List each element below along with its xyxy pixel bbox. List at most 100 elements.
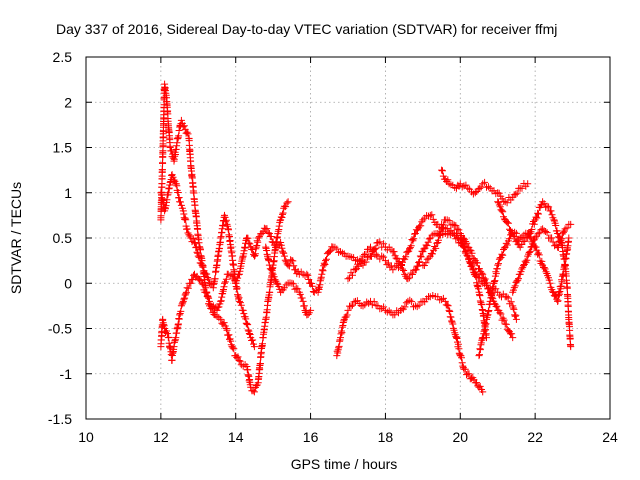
y-tick-label: 1.5 xyxy=(53,140,73,156)
data-point xyxy=(203,288,211,296)
data-point xyxy=(355,262,363,270)
data-point xyxy=(461,365,469,373)
data-point xyxy=(549,288,557,296)
data-point xyxy=(280,284,288,292)
data-point xyxy=(333,245,341,253)
data-point xyxy=(531,234,539,242)
data-point xyxy=(519,263,527,271)
data-point xyxy=(245,330,253,337)
data-point xyxy=(479,270,487,278)
data-point xyxy=(446,308,454,315)
data-point xyxy=(237,301,245,309)
data-point xyxy=(508,228,516,236)
data-point xyxy=(215,303,223,311)
data-point xyxy=(504,294,512,302)
data-point xyxy=(165,333,173,341)
data-point xyxy=(244,321,252,329)
data-point xyxy=(557,236,565,244)
data-point xyxy=(236,297,243,305)
data-point xyxy=(417,222,425,230)
data-point xyxy=(419,216,427,224)
data-point xyxy=(184,284,192,292)
data-point xyxy=(543,229,551,237)
data-point xyxy=(546,279,554,287)
data-point xyxy=(187,279,195,287)
data-point xyxy=(540,264,548,272)
data-point xyxy=(279,209,287,217)
data-point xyxy=(533,214,541,222)
data-point xyxy=(280,252,288,260)
data-point xyxy=(349,271,356,279)
data-point xyxy=(385,307,393,315)
data-point xyxy=(194,252,202,260)
data-point xyxy=(183,225,191,233)
data-point xyxy=(344,306,352,314)
x-tick-label: 18 xyxy=(378,429,394,445)
data-point xyxy=(380,253,388,261)
data-point xyxy=(429,250,436,258)
data-point xyxy=(445,180,453,188)
data-point xyxy=(284,261,292,269)
data-point xyxy=(545,203,553,211)
data-point xyxy=(452,222,460,230)
data-point xyxy=(380,240,388,248)
data-point xyxy=(438,225,446,233)
data-point xyxy=(250,343,258,351)
data-point xyxy=(504,219,512,227)
data-point xyxy=(455,226,463,234)
data-point xyxy=(192,243,200,251)
data-point xyxy=(408,236,416,243)
data-point xyxy=(416,258,423,266)
data-point xyxy=(524,234,532,242)
data-point xyxy=(211,275,219,283)
data-point xyxy=(542,228,550,235)
data-point xyxy=(168,147,175,155)
data-point xyxy=(246,331,254,338)
data-point xyxy=(495,201,503,209)
data-point xyxy=(318,270,326,278)
data-point xyxy=(406,245,413,253)
data-point xyxy=(525,249,533,256)
data-point xyxy=(305,276,313,283)
data-point xyxy=(294,285,302,293)
data-point xyxy=(449,220,457,228)
data-point xyxy=(513,189,521,197)
data-point xyxy=(552,222,560,229)
data-point xyxy=(423,242,431,250)
data-point xyxy=(362,258,370,266)
data-point xyxy=(510,284,518,292)
x-tick-label: 22 xyxy=(527,429,543,445)
data-point xyxy=(402,253,410,261)
data-point xyxy=(423,255,431,263)
data-point xyxy=(458,183,466,191)
data-point xyxy=(199,262,207,270)
data-point xyxy=(246,240,254,248)
data-point xyxy=(204,274,212,281)
axis-ticks: 10 12 14 16 18 20 22 24 -1.5 -1 -0.5 0 0.5 1 1.5 2 2.5 xyxy=(48,49,618,445)
data-point xyxy=(472,272,480,280)
data-point xyxy=(223,326,231,334)
data-point xyxy=(509,334,517,342)
data-point xyxy=(511,233,519,241)
data-point xyxy=(189,235,197,243)
data-point xyxy=(452,235,460,243)
data-point xyxy=(368,247,376,255)
data-point xyxy=(458,359,466,367)
data-point xyxy=(565,234,573,242)
data-point xyxy=(279,249,287,257)
data-point xyxy=(450,229,458,237)
data-point xyxy=(398,305,406,312)
data-point xyxy=(498,250,506,258)
data-point xyxy=(182,288,190,296)
data-point xyxy=(222,275,230,283)
data-point xyxy=(535,251,543,259)
data-point xyxy=(159,159,167,167)
data-point xyxy=(494,198,502,206)
data-point xyxy=(268,267,276,275)
data-point xyxy=(567,220,575,228)
data-point xyxy=(298,294,306,302)
data-point xyxy=(484,285,492,293)
data-point xyxy=(495,255,503,263)
data-point xyxy=(277,241,285,249)
